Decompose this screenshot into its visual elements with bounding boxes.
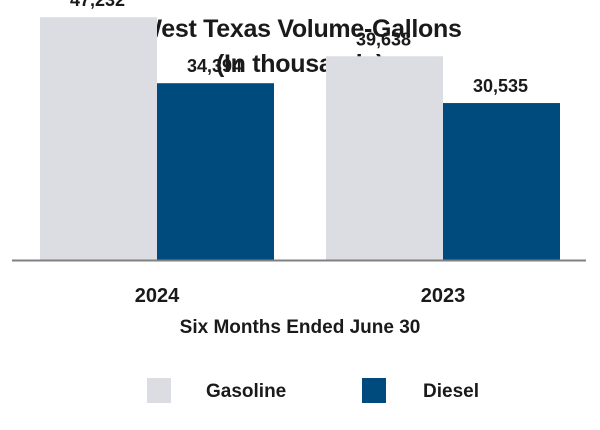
legend: Gasoline Diesel [0, 378, 600, 408]
chart-title: West Texas Volume-Gallons [138, 15, 462, 43]
x-axis-label: Six Months Ended June 30 [179, 317, 421, 338]
data-label-diesel-2024: 34,394 [187, 56, 242, 76]
legend-label-gasoline: Gasoline [206, 381, 287, 402]
legend-label-diesel: Diesel [423, 381, 479, 402]
plot-area: 47,232 39,638 34,394 30,535 2024 2023 [12, 0, 586, 307]
bar-diesel-2024 [157, 83, 274, 260]
data-label-gasoline-2024: 47,232 [70, 0, 125, 10]
bar-gasoline-2023 [326, 56, 443, 260]
legend-swatch-diesel [362, 378, 386, 403]
x-tick-label-2023: 2023 [421, 285, 466, 307]
data-label-gasoline-2023: 39,638 [356, 29, 411, 49]
x-tick-label-2024: 2024 [135, 285, 180, 307]
legend-swatch-gasoline [147, 378, 171, 403]
data-label-diesel-2023: 30,535 [473, 76, 528, 96]
bar-diesel-2023 [443, 103, 560, 260]
bar-gasoline-2024 [40, 17, 157, 260]
